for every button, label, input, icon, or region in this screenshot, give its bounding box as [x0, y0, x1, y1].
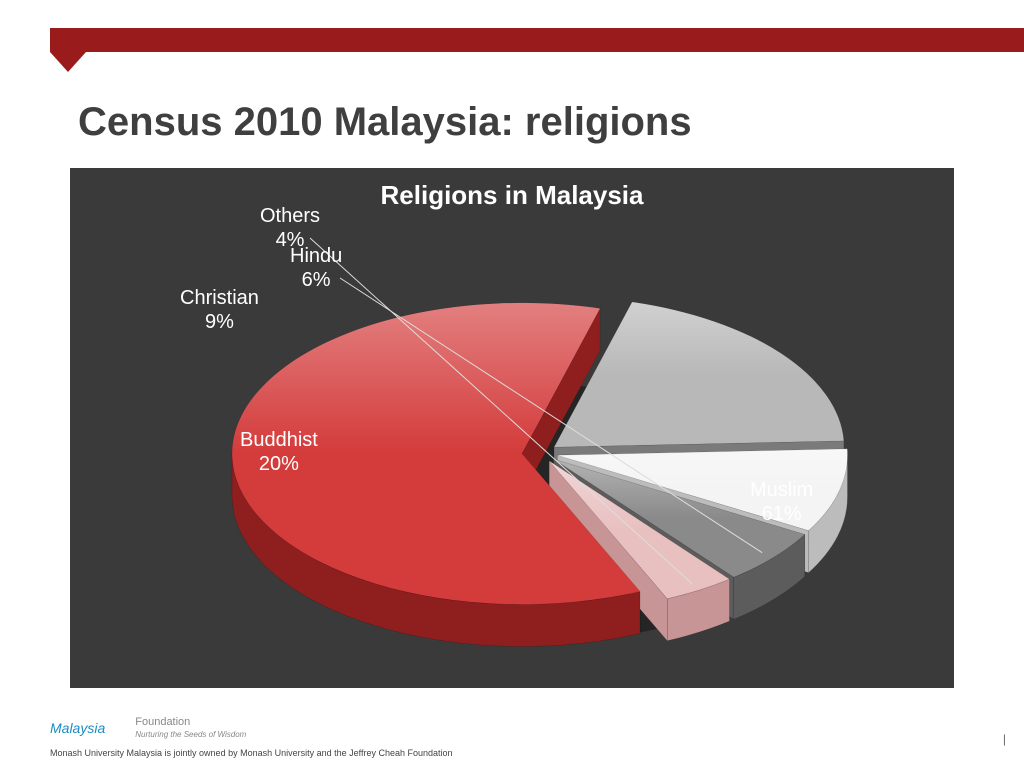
slice-label-buddhist: Buddhist20% [240, 428, 318, 476]
slice-label-others: Others4% [260, 204, 320, 252]
logo-malaysia: Malaysia [50, 720, 105, 736]
logo-foundation: Foundation Nurturing the Seeds of Wisdom [135, 716, 246, 740]
pie-chart: Muslim61%Buddhist20%Christian9%Hindu6%Ot… [70, 218, 954, 678]
slide-title: Census 2010 Malaysia: religions [78, 100, 692, 145]
logo-foundation-line2: Nurturing the Seeds of Wisdom [135, 730, 246, 739]
chart-title: Religions in Malaysia [381, 180, 644, 211]
header-accent-bar [50, 28, 1024, 52]
footer-note: Monash University Malaysia is jointly ow… [50, 748, 453, 758]
slice-label-muslim: Muslim61% [750, 478, 813, 526]
header-ribbon-tail [50, 52, 86, 72]
slice-label-christian: Christian9% [180, 286, 259, 334]
logo-row: Malaysia Foundation Nurturing the Seeds … [50, 716, 246, 740]
logo-foundation-line1: Foundation [135, 716, 190, 728]
page-number-mark: | [1003, 732, 1006, 746]
chart-panel: Religions in Malaysia Muslim61% Buddhist2… [70, 168, 954, 688]
